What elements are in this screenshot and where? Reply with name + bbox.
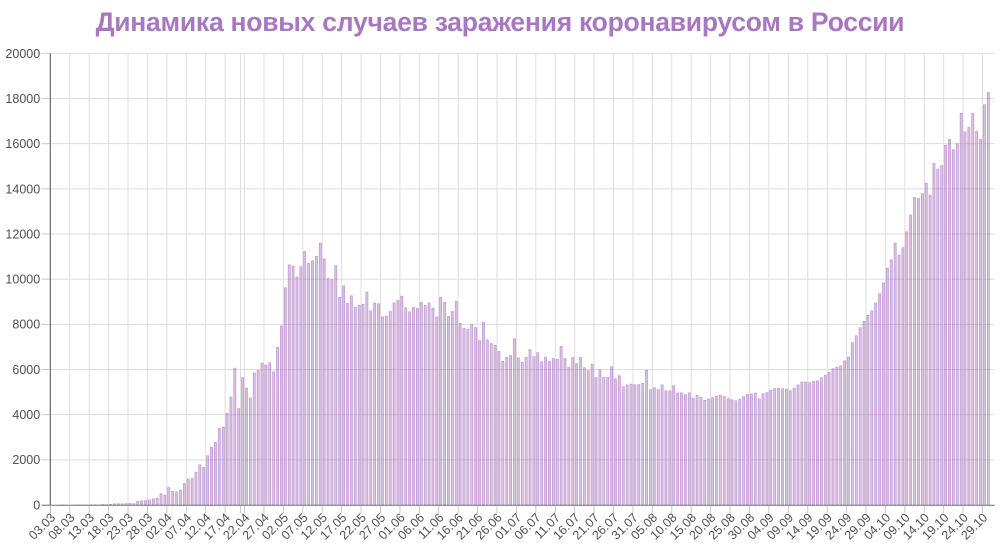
svg-text:14000: 14000	[5, 182, 40, 196]
svg-text:8000: 8000	[12, 318, 40, 332]
svg-text:18000: 18000	[5, 92, 40, 106]
svg-text:2000: 2000	[12, 453, 40, 467]
svg-text:0: 0	[33, 498, 40, 512]
svg-text:4000: 4000	[12, 408, 40, 422]
svg-text:Динамика новых случаев заражен: Динамика новых случаев заражения коронав…	[96, 7, 905, 37]
svg-text:6000: 6000	[12, 363, 40, 377]
svg-text:16000: 16000	[5, 137, 40, 151]
svg-text:12000: 12000	[5, 227, 40, 241]
svg-text:10000: 10000	[5, 273, 40, 287]
svg-text:20000: 20000	[5, 47, 40, 61]
